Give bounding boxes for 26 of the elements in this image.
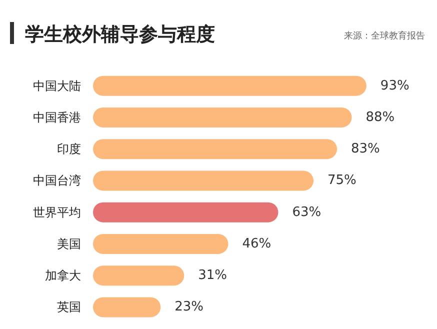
bar	[93, 297, 161, 318]
bar	[93, 139, 338, 160]
bar	[93, 234, 228, 254]
bar	[93, 170, 314, 191]
y-tick-label: 中国台湾	[33, 174, 81, 188]
bar	[93, 202, 278, 222]
y-tick-label: 中国香港	[33, 110, 81, 124]
data-label: 31%	[198, 268, 228, 284]
chart-title: 学生校外辅导参与程度	[25, 24, 215, 46]
data-label: 83%	[351, 142, 380, 157]
data-label: 23%	[174, 300, 204, 315]
bar	[93, 107, 352, 128]
bar	[93, 266, 184, 286]
data-label: 63%	[292, 204, 322, 220]
y-tick-label: 中国大陆	[33, 78, 81, 93]
data-label: 88%	[366, 110, 395, 125]
data-label: 46%	[242, 236, 272, 252]
data-label: 93%	[380, 78, 410, 94]
y-tick-label: 美国	[57, 236, 81, 251]
source-note: 来源：全球教育报告	[344, 30, 425, 42]
bar	[93, 76, 366, 96]
y-tick-label: 英国	[57, 300, 81, 314]
y-tick-label: 世界平均	[33, 205, 81, 220]
y-tick-label: 印度	[57, 142, 81, 156]
data-label: 75%	[328, 173, 356, 188]
y-tick-label: 加拿大	[45, 268, 81, 283]
